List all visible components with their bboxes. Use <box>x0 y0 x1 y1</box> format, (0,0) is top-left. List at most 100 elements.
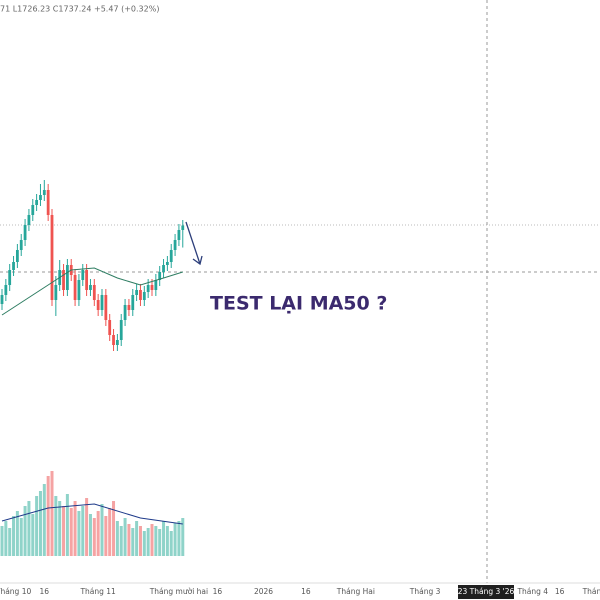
candle-body <box>35 200 39 205</box>
crosshair-label: 23 Tháng 3 '26 <box>458 587 515 596</box>
volume-bar <box>65 494 69 556</box>
volume-bar <box>8 528 12 556</box>
volume-bar <box>173 523 177 556</box>
candle-body <box>81 270 85 280</box>
header: 71 L1726.23 C1737.24 +5.47 (+0.32%) <box>0 5 159 14</box>
candle-body <box>162 265 165 272</box>
candle-body <box>12 262 15 270</box>
volume-bar <box>23 506 27 556</box>
x-tick-label: Tháng Hai <box>336 587 375 596</box>
candle-body <box>131 295 135 310</box>
volume-bar <box>127 524 131 556</box>
volume-bar <box>123 518 127 556</box>
volume-bar <box>138 526 142 556</box>
candle-body <box>4 285 8 295</box>
candle-body <box>46 190 50 215</box>
volume-bar <box>112 501 116 556</box>
volume-bar <box>158 529 162 556</box>
candle-body <box>73 275 77 300</box>
volume-bar <box>169 531 173 556</box>
candle-body <box>89 285 92 290</box>
volume-bar <box>81 506 85 556</box>
candle-body <box>42 190 46 195</box>
candle-body <box>77 280 81 300</box>
volume-bar <box>73 501 77 556</box>
x-tick-label: Tháng 4 <box>516 587 548 596</box>
volume-bar <box>135 521 139 556</box>
volume-bar <box>96 511 100 556</box>
volume-bar <box>46 476 50 556</box>
candle-body <box>181 225 185 230</box>
volume-bar <box>27 501 31 556</box>
candle-body <box>62 270 65 290</box>
x-tick-label: 16 <box>301 587 311 596</box>
volume-bar <box>131 528 135 556</box>
volume-bar <box>69 508 73 556</box>
candle-body <box>173 240 177 250</box>
volume-bar <box>19 518 23 556</box>
candle-body <box>154 280 158 290</box>
candle-body <box>96 300 100 310</box>
candle-body <box>169 250 173 262</box>
candle-body <box>135 290 139 295</box>
x-tick-label: Tháng 10 <box>0 587 31 596</box>
volume-bar <box>31 514 35 556</box>
candle-body <box>0 295 4 304</box>
volume-bar <box>154 526 158 556</box>
volume-bar <box>146 528 150 556</box>
volume-bar <box>104 516 108 556</box>
candle-body <box>100 295 104 310</box>
volume-bar <box>62 506 66 556</box>
volume-bar <box>85 498 89 556</box>
volume-bar <box>100 504 104 556</box>
x-tick-label: 16 <box>213 587 223 596</box>
candle-body <box>54 285 58 300</box>
volume-ma-line <box>1 503 183 525</box>
candle-body <box>146 285 150 292</box>
volume-bar <box>4 521 8 556</box>
volume-bar <box>165 526 169 556</box>
volume-bar <box>15 511 19 556</box>
volume-bar <box>119 526 123 556</box>
candle-body <box>50 215 54 300</box>
candle-body <box>65 265 69 290</box>
candle-body <box>31 205 35 215</box>
volume-bar <box>54 496 58 556</box>
volume-bar <box>142 531 146 556</box>
candle-body <box>158 272 162 280</box>
ma-line <box>1 267 183 316</box>
volume-bar <box>50 471 54 556</box>
candle-body <box>27 215 31 225</box>
volume-bar <box>38 491 42 556</box>
candle-body <box>112 335 115 345</box>
volume-bar <box>42 484 46 556</box>
candle-body <box>92 285 96 300</box>
volume-bar <box>150 524 154 556</box>
x-tick-label: 2026 <box>254 587 273 596</box>
volume-bar <box>177 521 181 556</box>
volume-bar <box>88 514 92 556</box>
candle-body <box>8 270 12 285</box>
candle-body <box>127 305 131 310</box>
candle-body <box>19 240 23 250</box>
candle-body <box>15 250 19 262</box>
volume-bar <box>58 501 62 556</box>
candle-body <box>119 320 123 340</box>
x-tick-label: Tháng 11 <box>79 587 116 596</box>
volume-bar <box>12 516 16 556</box>
candle-body <box>139 290 142 300</box>
x-tick-label: 16 <box>555 587 565 596</box>
x-tick-label: Tháng <box>582 587 600 596</box>
candle-body <box>39 195 42 200</box>
candle-body <box>177 230 181 240</box>
candle-body <box>123 305 127 320</box>
candle-body <box>108 320 112 335</box>
volume-bar <box>92 518 96 556</box>
volume-bar <box>0 526 4 556</box>
volume-bar <box>181 518 185 556</box>
x-tick-label: 16 <box>40 587 50 596</box>
x-tick-label: Tháng mười hai <box>149 587 208 596</box>
candle-body <box>115 340 119 345</box>
